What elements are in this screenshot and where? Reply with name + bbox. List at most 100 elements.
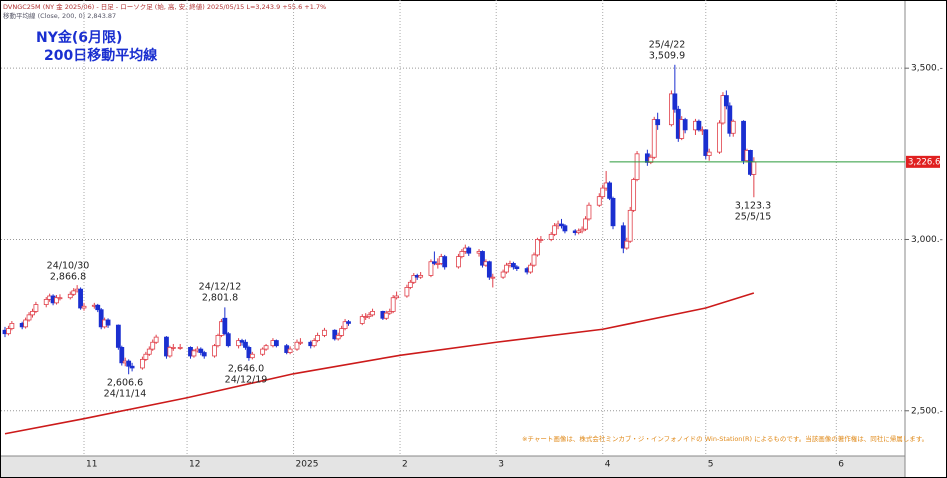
candle-body (246, 346, 252, 359)
candle-body (23, 319, 29, 328)
annotation-date: 25/4/22 (649, 40, 686, 51)
candle-body (119, 346, 125, 364)
candle-body (720, 95, 726, 124)
candle-body (431, 261, 437, 264)
candle-body (442, 256, 448, 268)
candle-body (71, 290, 77, 295)
annotation-price: 2,801.8 (202, 293, 238, 304)
candle-body (153, 336, 159, 343)
candle-body (105, 319, 111, 326)
candle-body (212, 345, 217, 357)
x-tick-label: 4 (605, 460, 611, 470)
candle-body (703, 129, 709, 156)
candle-body (717, 122, 722, 153)
candle-body (696, 120, 702, 131)
candle-body (43, 299, 49, 305)
candle-body (294, 341, 300, 350)
candle-body (287, 348, 293, 353)
candle-body (126, 360, 132, 367)
candle-body (552, 225, 558, 235)
candle-body (95, 304, 101, 311)
candle-body (586, 204, 592, 220)
candle-body (579, 228, 585, 232)
candle-body (359, 316, 365, 324)
candle-body (201, 352, 207, 357)
candle-body (67, 293, 73, 299)
candle-body (727, 105, 733, 134)
annotations: 24/10/30 2,866.8 2,606.6 24/11/14 24/12/… (47, 40, 772, 400)
x-tick-label: 3 (498, 460, 504, 470)
annotation-price: 3,509.9 (649, 51, 685, 62)
annotation-date: 25/5/15 (735, 212, 772, 223)
candle-body (115, 324, 121, 348)
candle-body (548, 233, 554, 240)
price-label-box (906, 155, 940, 168)
candle-body (215, 335, 221, 347)
candle-body (342, 321, 348, 329)
candle-body (81, 305, 87, 309)
candle-body (54, 297, 59, 304)
annotation-date: 24/10/30 (47, 261, 90, 272)
candle-body (655, 119, 661, 126)
candle-body (634, 153, 640, 180)
candle-body (486, 261, 492, 278)
x-tick-label: 2 (402, 460, 408, 470)
candle-body (143, 353, 149, 360)
candle-body (631, 179, 637, 211)
candle-body (177, 346, 183, 349)
candle-body (583, 218, 588, 230)
candle-body (225, 333, 231, 347)
candle-body (191, 350, 197, 357)
candle-body (236, 340, 241, 347)
candle-body (528, 264, 533, 273)
indicator-header: 移動平均線 (Close, 200, 0) 2,843.87 (3, 11, 116, 20)
candle-body (706, 151, 712, 156)
candle-body (366, 314, 372, 317)
candle-body (428, 261, 434, 276)
candle-body (273, 340, 279, 347)
header: DVNGC25M (NY 金 2025/06) - 日足 - ローソク足 (始,… (3, 2, 326, 11)
candle-body (150, 341, 156, 350)
x-tick-label: 6 (838, 460, 844, 470)
candle-body (335, 335, 341, 340)
candle-body (510, 263, 516, 268)
candle-body (394, 295, 400, 299)
candle-body (607, 182, 612, 199)
candle-body (723, 95, 729, 107)
x-tick-label: 2025 (296, 460, 319, 470)
candle-body (531, 254, 537, 266)
candle-body (129, 365, 135, 369)
candle-body (596, 196, 602, 206)
candle-body (167, 346, 173, 357)
candle-body (411, 275, 417, 283)
candle-body (514, 266, 520, 269)
candle-body (538, 239, 544, 241)
x-tick-label: 12 (189, 460, 200, 470)
annotation-price: 2,646.0 (228, 364, 264, 375)
candle-body (435, 263, 441, 265)
annotation-price: 2,606.6 (107, 378, 143, 389)
x-axis-band (1, 456, 905, 477)
candle-body (480, 251, 485, 266)
candle-body (500, 271, 506, 278)
candle-body (559, 223, 564, 227)
x-tick-label: 5 (708, 460, 714, 470)
candle-body (456, 256, 461, 268)
y-tick-label: 3,500.- (911, 64, 943, 74)
candle-body (672, 93, 678, 110)
candle-body (140, 358, 145, 369)
candle-body (466, 247, 472, 254)
candle-body (315, 335, 320, 341)
annotation-date: 24/12/19 (225, 375, 268, 386)
candle-body (459, 251, 465, 258)
candle-body (332, 329, 338, 340)
candle-body (651, 119, 657, 158)
candle-body (751, 161, 757, 175)
candle-body (730, 120, 736, 134)
annotation-date: 24/12/12 (199, 282, 242, 293)
candle-body (620, 225, 626, 249)
annotation-price: 2,866.8 (50, 272, 86, 283)
candle-body (370, 311, 375, 316)
